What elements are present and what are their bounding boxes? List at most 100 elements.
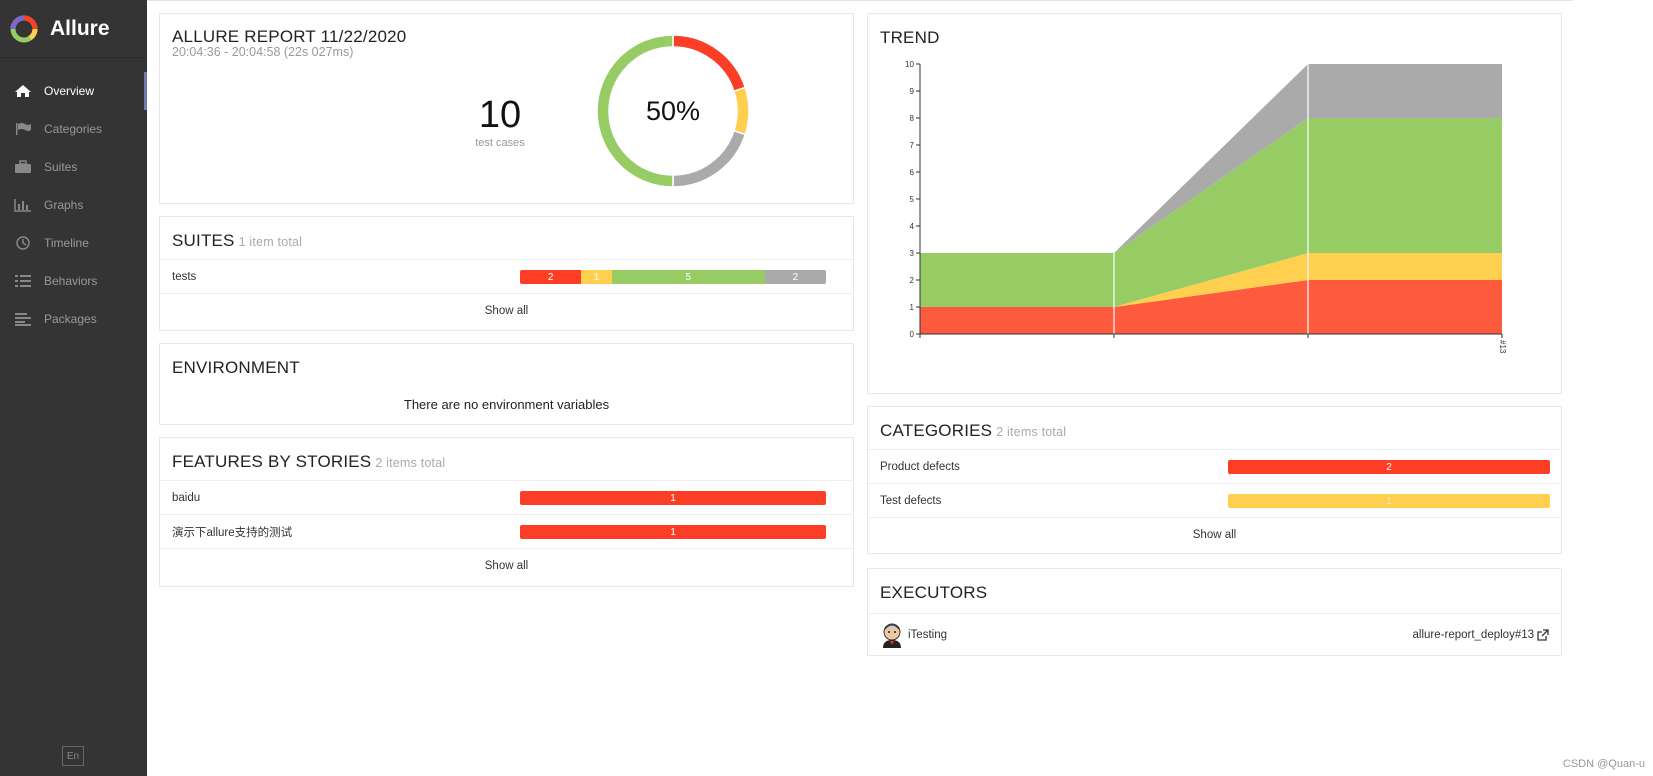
trend-area-failed (920, 280, 1502, 334)
category-status-bar: 2 (1228, 460, 1550, 474)
suite-name: tests (172, 270, 197, 283)
sidebar-item-label: Timeline (44, 236, 89, 250)
table-row[interactable]: baidu 1 (160, 480, 853, 514)
table-row[interactable]: 演示下allure支持的测试 1 (160, 514, 853, 548)
sidebar-item-packages[interactable]: Packages (0, 300, 147, 338)
categories-title-text: CATEGORIES (880, 421, 993, 440)
features-title: FEATURES BY STORIES 2 items total (172, 452, 445, 472)
y-tick-label: 8 (910, 114, 915, 123)
sidebar-item-label: Packages (44, 312, 97, 326)
brand-name: Allure (50, 16, 110, 40)
sidebar-item-label: Suites (44, 160, 78, 174)
features-show-all-link[interactable]: Show all (160, 548, 853, 582)
environment-title: ENVIRONMENT (172, 358, 300, 377)
feature-name: baidu (172, 491, 201, 504)
sidebar-item-behaviors[interactable]: Behaviors (0, 262, 147, 300)
y-tick-label: 3 (910, 249, 915, 258)
table-row[interactable]: iTesting allure-report_deploy#13 (868, 613, 1561, 655)
sidebar-item-graphs[interactable]: Graphs (0, 186, 147, 224)
y-tick-label: 5 (910, 195, 915, 204)
trend-area-passed (920, 118, 1502, 307)
report-title: ALLURE REPORT 11/22/2020 (172, 27, 407, 46)
categories-title: CATEGORIES 2 items total (880, 421, 1066, 441)
test-count-label: test cases (475, 137, 525, 149)
sidebar-nav: Overview Categories Suites Graphs Timeli… (0, 72, 147, 338)
y-tick-label: 0 (910, 330, 915, 339)
y-tick-label: 1 (910, 303, 915, 312)
sidebar-item-overview[interactable]: Overview (0, 72, 147, 110)
jenkins-avatar-icon (883, 623, 901, 648)
sidebar: Allure Overview Categories Suites Graphs (0, 0, 147, 776)
flag-icon (14, 122, 32, 136)
sidebar-item-label: Graphs (44, 198, 84, 212)
home-icon (14, 84, 32, 98)
bar-segment: 5 (611, 270, 765, 284)
bar-segment: 1 (581, 270, 612, 284)
allure-logo-icon (10, 15, 38, 42)
report-time-range: 20:04:36 - 20:04:58 (22s 027ms) (172, 45, 354, 59)
executors-title: EXECUTORS (880, 583, 988, 602)
y-tick-label: 6 (910, 168, 915, 177)
executor-build-link[interactable]: allure-report_deploy#13 (1413, 629, 1549, 641)
features-widget: FEATURES BY STORIES 2 items total baidu 1… (159, 437, 854, 587)
success-percent: 50% (645, 95, 701, 126)
summary-widget: ALLURE REPORT 11/22/2020 20:04:36 - 20:0… (159, 13, 854, 204)
language-switch[interactable]: En (62, 746, 84, 766)
executor-name: iTesting (908, 628, 947, 641)
executors-widget: EXECUTORS iTesting allure-report_deploy#… (867, 568, 1562, 656)
x-tick-label[interactable]: #13 (1498, 340, 1507, 354)
trend-area-skipped (920, 64, 1502, 253)
watermark: CSDN @Quan-u (1562, 758, 1645, 770)
align-left-icon (14, 312, 32, 326)
feature-status-bar: 1 (520, 525, 826, 539)
brand[interactable]: Allure (0, 0, 147, 58)
trend-chart[interactable]: 0 1 2 3 4 5 6 7 8 9 10 #13 (868, 14, 1563, 395)
y-tick-label: 10 (905, 60, 914, 69)
clock-icon (14, 236, 32, 250)
bar-segment-broken: 1 (1228, 494, 1550, 508)
donut-slice-passed[interactable] (596, 34, 674, 188)
trend-title: TREND (880, 28, 940, 47)
bar-segment-failed: 1 (520, 525, 826, 539)
bar-segment: 2 (764, 270, 826, 284)
trend-widget: TREND 0 1 2 3 4 5 6 7 8 9 10 #13 (867, 13, 1562, 394)
executor-build-label: allure-report_deploy#13 (1412, 628, 1534, 641)
features-title-text: FEATURES BY STORIES (172, 452, 372, 471)
external-link-icon (1537, 628, 1549, 641)
top-divider (147, 0, 1573, 1)
feature-status-bar: 1 (520, 491, 826, 505)
bar-segment: 2 (520, 270, 582, 284)
sidebar-item-suites[interactable]: Suites (0, 148, 147, 186)
bar-segment-failed: 1 (520, 491, 826, 505)
list-icon (14, 274, 32, 288)
categories-subtitle: 2 items total (996, 425, 1067, 439)
briefcase-icon (14, 160, 32, 174)
category-status-bar: 1 (1228, 494, 1550, 508)
table-row[interactable]: Product defects 2 (868, 449, 1561, 483)
environment-empty-text: There are no environment variables (403, 397, 610, 412)
sidebar-item-timeline[interactable]: Timeline (0, 224, 147, 262)
environment-widget: ENVIRONMENT There are no environment var… (159, 343, 854, 425)
category-name: Test defects (880, 494, 942, 507)
suites-show-all-link[interactable]: Show all (160, 293, 853, 327)
y-tick-label: 9 (910, 87, 915, 96)
sidebar-item-label: Overview (44, 84, 95, 98)
suites-title-text: SUITES (172, 231, 235, 250)
feature-name: 演示下allure支持的测试 (172, 526, 293, 539)
sidebar-item-label: Categories (44, 122, 103, 136)
test-count: 10 (478, 94, 522, 136)
categories-show-all-link[interactable]: Show all (868, 517, 1561, 551)
y-tick-label: 7 (910, 141, 915, 150)
status-donut-chart[interactable] (593, 31, 753, 191)
features-subtitle: 2 items total (375, 456, 446, 470)
sidebar-item-categories[interactable]: Categories (0, 110, 147, 148)
categories-widget: CATEGORIES 2 items total Product defects … (867, 406, 1562, 554)
category-name: Product defects (880, 460, 960, 473)
sidebar-item-label: Behaviors (44, 274, 98, 288)
table-row[interactable]: Test defects 1 (868, 483, 1561, 517)
y-tick-label: 4 (910, 222, 915, 231)
y-tick-label: 2 (910, 276, 915, 285)
